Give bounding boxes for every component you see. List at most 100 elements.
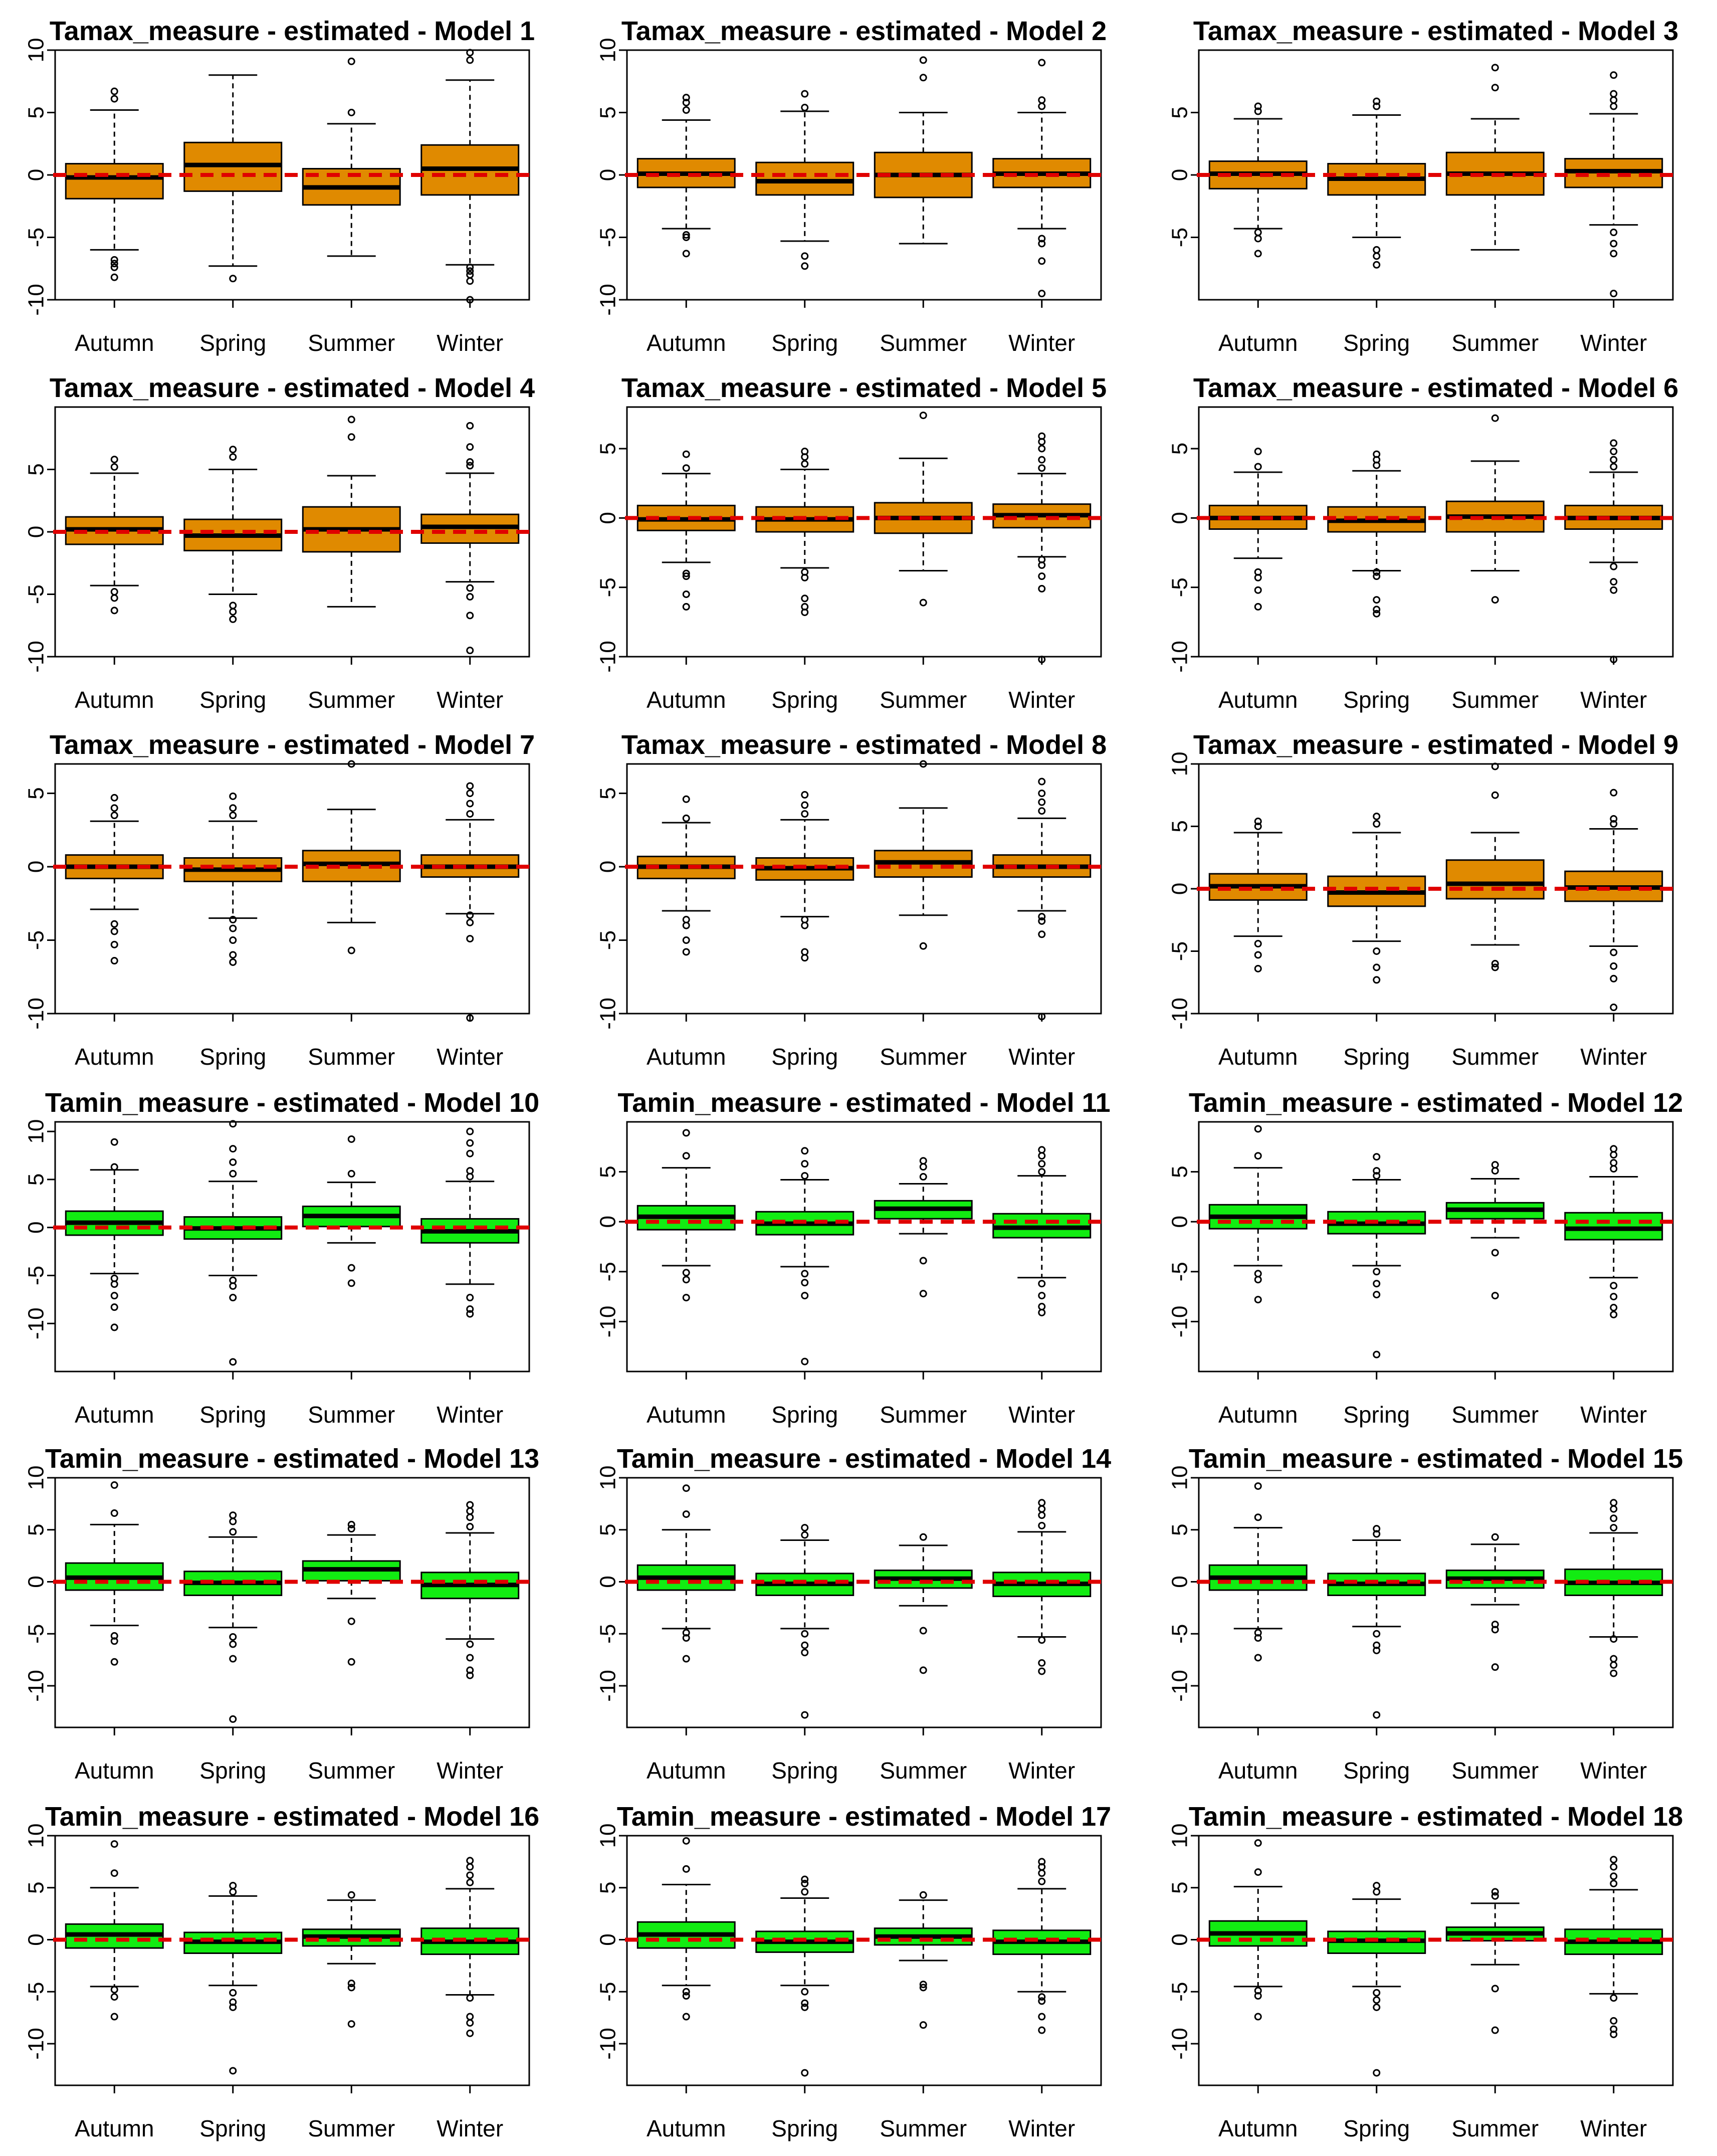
y-tick-label: 10 [24, 1119, 49, 1144]
outlier-point [347, 1525, 355, 1533]
outlier-point [1610, 820, 1618, 828]
chart-panel: Tamin_measure - estimated - Model 18 -10 -… [1168, 1802, 1683, 2141]
box-spring: Spring [755, 1147, 854, 1428]
outlier-point [229, 615, 237, 623]
x-tick-label: Spring [771, 330, 838, 356]
x-tick-label: Winter [1008, 687, 1075, 713]
x-tick-label: Spring [771, 1402, 838, 1428]
outlier-point [1038, 1499, 1046, 1507]
outlier-point [1254, 940, 1262, 948]
x-tick-label: Spring [199, 2115, 266, 2141]
outlier-point [1038, 96, 1046, 104]
outlier-point [110, 1509, 118, 1517]
outlier-point [1610, 1661, 1618, 1669]
x-tick-label: Summer [880, 2115, 967, 2141]
outlier-point [1254, 964, 1262, 972]
plot-frame [626, 763, 1102, 1015]
outlier-point [110, 2013, 118, 2021]
chart-panel: Tamax_measure - estimated - Model 8 -10 -5… [596, 730, 1107, 1070]
x-tick-label: Summer [880, 330, 967, 356]
outlier-point [229, 446, 237, 454]
chart-panel: Tamin_measure - estimated - Model 17 -10 -… [596, 1802, 1112, 2141]
chart-title: Tamin_measure - estimated - Model 12 [1189, 1088, 1683, 1118]
box-spring: Spring [755, 448, 854, 713]
outlier-point [110, 957, 118, 965]
outlier-point [1254, 1629, 1262, 1637]
outlier-point [466, 782, 474, 790]
outlier-point [1373, 97, 1381, 105]
outlier-point [229, 1528, 237, 1536]
outlier-point [466, 1501, 474, 1509]
outlier-point [466, 49, 474, 57]
outlier-point [1254, 2013, 1262, 2021]
outlier-point [682, 1988, 690, 1996]
outlier-point [466, 1294, 474, 1302]
outlier-point [801, 916, 809, 924]
plot-frame [1198, 1835, 1674, 2086]
outlier-point [1254, 573, 1262, 581]
outlier-point [1038, 913, 1046, 921]
box-spring: Spring [1327, 97, 1426, 356]
outlier-point [466, 918, 474, 926]
outlier-point [682, 572, 690, 580]
x-tick-label: Spring [199, 1044, 266, 1070]
outlier-point [1610, 250, 1618, 258]
outlier-point [682, 795, 690, 803]
box-summer: Summer [1445, 1161, 1545, 1428]
outlier-point [229, 1655, 237, 1663]
outlier-point [1038, 1168, 1046, 1176]
outlier-point [1038, 456, 1046, 464]
outlier-point [919, 1163, 927, 1171]
y-tick-label: 0 [596, 512, 620, 524]
outlier-point [801, 1999, 809, 2007]
outlier-point [229, 1715, 237, 1723]
outlier-point [1491, 1888, 1499, 1896]
plot-frame [54, 1835, 530, 2086]
outlier-point [1254, 586, 1262, 594]
y-tick-label: -5 [24, 1624, 49, 1644]
y-tick-label: 10 [24, 38, 49, 63]
outlier-point [1373, 1268, 1381, 1276]
outlier-point [347, 1264, 355, 1272]
y-tick-label: -10 [24, 998, 49, 1030]
outlier-point [801, 1649, 809, 1657]
outlier-point [1373, 1888, 1381, 1896]
outlier-point [347, 1169, 355, 1178]
outlier-point [919, 1257, 927, 1265]
y-tick-label: 10 [596, 1466, 620, 1490]
outlier-point [229, 602, 237, 610]
chart-title: Tamax_measure - estimated - Model 2 [621, 16, 1107, 46]
outlier-point [110, 594, 118, 602]
x-tick-label: Winter [1008, 2115, 1075, 2141]
chart-title: Tamin_measure - estimated - Model 11 [617, 1088, 1110, 1118]
iqr-box [1564, 1212, 1663, 1241]
outlier-point [1254, 1152, 1262, 1160]
y-tick-label: 5 [596, 1524, 620, 1536]
y-tick-label: 5 [1168, 443, 1192, 455]
outlier-point [466, 2029, 474, 2037]
y-tick-label: 5 [1168, 1165, 1192, 1178]
y-tick-label: 0 [1168, 1216, 1192, 1228]
outlier-point [1610, 1505, 1618, 1513]
box-winter: Winter [420, 1857, 520, 2141]
y-tick-label: 0 [24, 1221, 49, 1233]
x-tick-label: Autumn [75, 1757, 154, 1784]
x-tick-label: Summer [1451, 1757, 1539, 1784]
outlier-point [1038, 1521, 1046, 1529]
outlier-point [682, 234, 690, 241]
chart-panel: Tamin_measure - estimated - Model 13 -10 -… [24, 1444, 540, 1784]
outlier-point [229, 1294, 237, 1302]
y-tick-label: -10 [1168, 1670, 1192, 1702]
outlier-point [110, 1986, 118, 1994]
y-tick-label: -10 [596, 998, 620, 1030]
outlier-point [801, 1879, 809, 1887]
box-spring: Spring [755, 90, 854, 356]
outlier-point [801, 1875, 809, 1883]
iqr-box [755, 161, 854, 196]
outlier-point [1254, 1654, 1262, 1662]
x-tick-label: Summer [880, 1044, 967, 1070]
outlier-point [229, 1511, 237, 1519]
outlier-point [1254, 1634, 1262, 1642]
outlier-point [1491, 1663, 1499, 1671]
outlier-point [1373, 1630, 1381, 1638]
